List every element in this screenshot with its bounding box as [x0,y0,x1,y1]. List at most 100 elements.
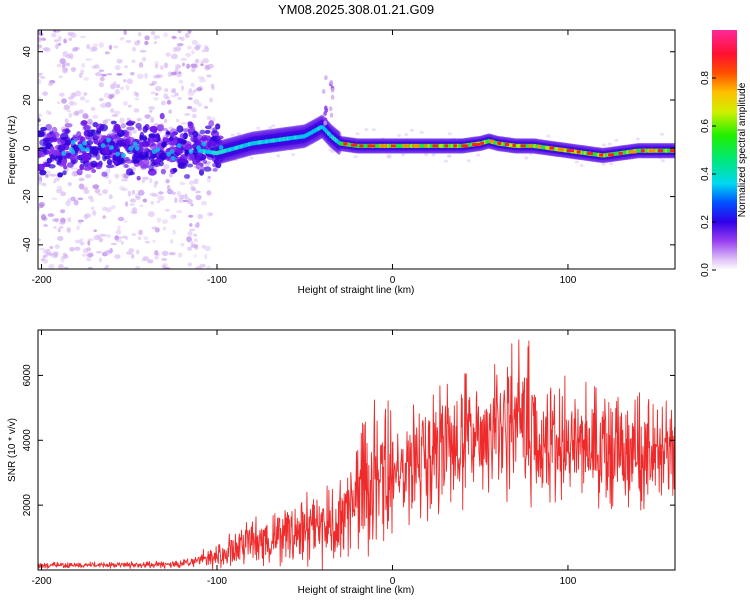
spectrogram-noise [166,100,171,105]
spectrogram-noise [196,44,201,48]
x-tick-label: 0 [390,576,396,587]
spectrogram-noise [206,265,212,269]
spectrogram-noise [58,75,63,79]
spectrogram-cell [148,164,154,172]
spectrogram-noise [174,197,178,204]
spectrogram-noise [62,67,68,74]
spectrogram-cell [123,164,129,168]
spectrogram-noise [207,176,211,179]
spectrogram-noise [132,129,137,134]
spectrogram-cell [181,128,191,133]
spectrogram-noise [186,197,191,204]
spectrogram-noise [87,118,93,125]
spectrogram-noise [73,199,79,206]
spectrogram-peak [670,149,675,153]
spectrogram-noise [177,96,182,101]
spectrogram-cell [57,172,63,178]
spectrogram-noise [41,76,46,79]
spectrogram-noise [74,246,81,251]
spectrogram-noise [131,189,135,195]
spectrogram-noise [193,99,200,105]
spectrogram-noise [602,143,607,147]
spectrogram-cell [156,124,164,132]
spectrogram-noise [55,43,59,50]
spectrogram-noise [38,44,43,49]
spectrogram-noise [74,239,82,244]
spectrogram-noise [38,206,41,211]
spectrogram-noise [187,262,192,267]
spectrogram-noise [59,58,66,65]
spectrogram-noise [152,239,156,243]
spectrogram-peak [618,151,623,155]
spectrogram-noise [95,72,102,77]
spectrogram-noise [136,249,140,255]
spectrogram-noise [155,74,161,78]
spectrogram-noise [76,225,80,231]
spectrogram-cell [109,133,118,140]
spectrogram-peak [424,144,428,148]
spectrogram-noise [167,190,174,193]
spectrogram-noise [105,234,112,238]
spectrogram-cell [116,126,122,134]
spectrogram-noise [84,213,91,219]
spectrogram-noise [93,229,97,232]
spectrogram-peak [587,151,593,155]
spectrogram-noise [134,97,140,101]
spectrogram-noise [161,264,166,269]
spectrogram-cell [158,152,168,159]
spectrogram-noise [201,49,206,53]
spectrogram-noise [151,226,158,230]
spectrogram-noise [78,177,85,182]
spectrogram-noise [68,100,75,106]
spectrogram-noise [110,242,117,246]
spectrogram-noise [172,229,176,235]
spectrogram-noise [601,162,606,166]
spectrogram-cell [142,125,148,133]
snr-ticks: -200 -100 0 100 2000 4000 6000 [22,330,675,587]
spectrogram-noise [77,219,84,223]
spectrogram-noise [176,210,183,214]
spectrogram-noise [180,57,188,62]
spectrogram-noise [194,245,199,250]
spectrogram-noise [164,118,168,124]
spectrogram-noise [149,83,155,86]
spectrogram-noise [81,186,89,191]
spectrogram-noise [154,180,159,185]
spectrogram-cell [66,162,74,168]
spectrogram-noise [89,198,95,203]
spectrogram-noise [431,153,436,157]
spectrogram-noise [101,206,108,211]
spectrogram-noise [68,96,74,100]
spectrogram-noise [186,105,193,110]
spectrogram-cell [51,150,60,156]
spectrogram-noise [660,159,665,163]
spectrogram-cell [102,147,111,155]
spectrogram-noise [125,84,130,91]
spectrogram-cell [184,143,191,151]
spectrogram-noise [579,163,584,167]
spectrogram-noise [130,72,135,76]
chart-title: YM08.2025.308.01.21.G09 [278,2,434,17]
spectrogram-cell [199,129,206,135]
spectrogram-noise [115,230,122,235]
spectrogram-noise [206,177,211,183]
spectrogram-noise [142,256,150,261]
spectrogram-noise [93,234,101,241]
spectrogram-noise [61,98,67,104]
spectrogram-noise [133,108,140,113]
spectrogram-noise [49,246,54,249]
spectrogram-noise [57,228,61,233]
spectrogram-noise [154,64,159,69]
spectrogram-noise [98,257,102,263]
spectrogram-cell [169,128,178,136]
spectrogram-cell [80,153,90,158]
spectrogram-noise [201,200,207,206]
spectrogram-cell [183,174,190,179]
spectrogram-noise [191,40,198,45]
spectrogram-noise [330,150,335,154]
spectrogram-noise [171,35,176,39]
spectrogram-noise [136,39,141,44]
spectrogram-noise [190,82,195,88]
spectrogram-noise [466,159,471,163]
